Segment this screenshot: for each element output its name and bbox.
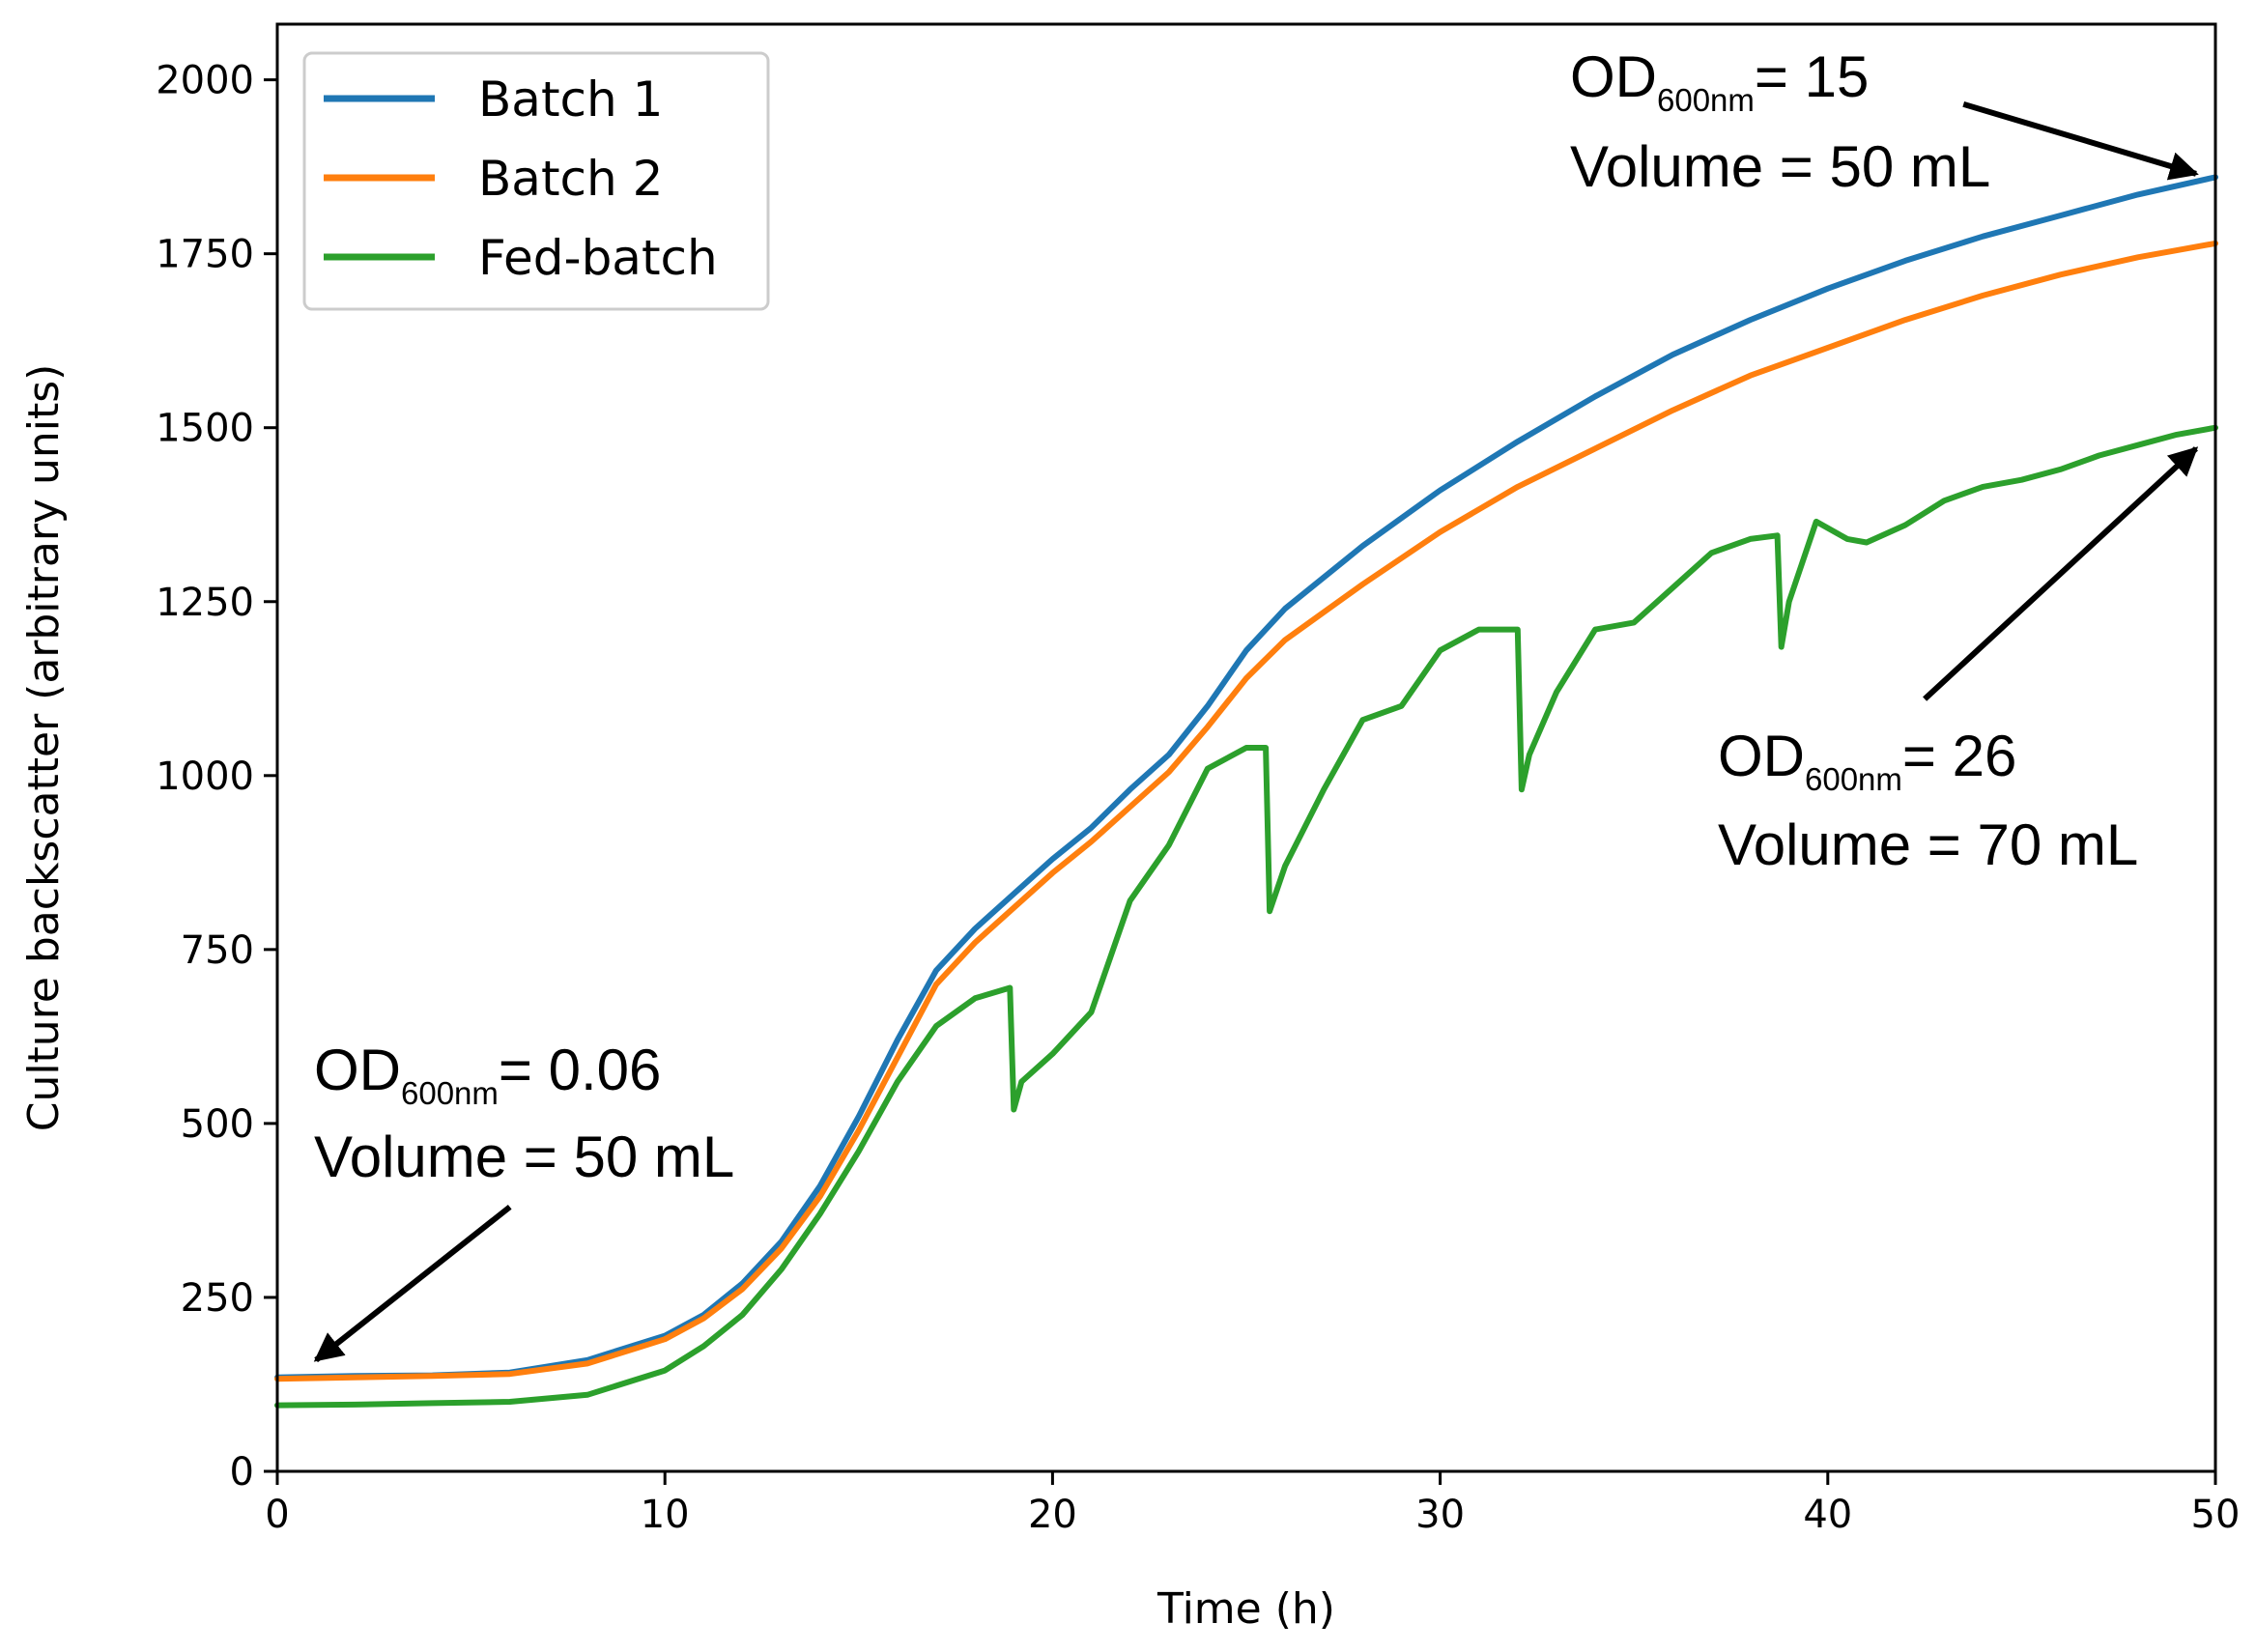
series-line-batch-1 bbox=[274, 174, 2218, 1381]
y-tick-label: 2000 bbox=[156, 59, 254, 103]
annotation-batch-end-volume: Volume = 50 mL bbox=[1570, 134, 1990, 199]
annotation-fedbatch-end-volume: Volume = 70 mL bbox=[1718, 812, 2138, 877]
y-axis-ticks: 0 250 500 750 1000 1250 1500 1750 2000 bbox=[156, 59, 277, 1495]
x-tick-label: 20 bbox=[1028, 1493, 1077, 1537]
y-tick-label: 1750 bbox=[156, 233, 254, 277]
y-tick-label: 250 bbox=[181, 1276, 254, 1321]
series-layer bbox=[274, 174, 2218, 1409]
x-tick-label: 50 bbox=[2191, 1493, 2241, 1537]
y-axis-label: Culture backscatter (arbitrary units) bbox=[19, 364, 69, 1132]
annotation-arrow-3 bbox=[1923, 446, 2199, 701]
y-tick-label: 1000 bbox=[156, 755, 254, 799]
plot-frame bbox=[275, 22, 2217, 1473]
axes: 0 10 20 30 40 50 0 250 500 750 1000 1250 1500 1750 20… bbox=[19, 22, 2240, 1634]
x-tick-label: 0 bbox=[265, 1493, 289, 1537]
y-tick-label: 750 bbox=[181, 928, 254, 973]
annotation-batch-end-od: OD600nm= 15 bbox=[1570, 44, 1869, 118]
legend-label-batch-2: Batch 2 bbox=[478, 151, 663, 207]
x-axis-label: Time (h) bbox=[1157, 1584, 1335, 1634]
legend-label-fed-batch: Fed-batch bbox=[478, 230, 718, 286]
annotation-start-volume: Volume = 50 mL bbox=[314, 1125, 734, 1189]
annotation-fedbatch-end-od: OD600nm= 26 bbox=[1718, 724, 2016, 797]
x-tick-label: 40 bbox=[1803, 1493, 1852, 1537]
annotation-layer bbox=[313, 100, 2199, 1363]
series-line-batch-2 bbox=[274, 240, 2218, 1382]
annotation-texts: OD600nm= 0.06 Volume = 50 mL OD600nm= 15… bbox=[314, 44, 2138, 1189]
x-tick-label: 10 bbox=[641, 1493, 690, 1537]
y-tick-label: 1250 bbox=[156, 581, 254, 625]
x-tick-label: 30 bbox=[1415, 1493, 1465, 1537]
y-tick-label: 1500 bbox=[156, 407, 254, 451]
y-tick-label: 0 bbox=[230, 1450, 254, 1495]
legend-box bbox=[302, 51, 770, 311]
series-line-fed-batch bbox=[274, 424, 2218, 1409]
annotation-arrow-1 bbox=[313, 1204, 512, 1363]
y-tick-label: 500 bbox=[181, 1102, 254, 1147]
annotation-arrow-2 bbox=[1962, 100, 2199, 181]
x-axis-ticks: 0 10 20 30 40 50 bbox=[265, 1471, 2240, 1537]
annotation-start-od: OD600nm= 0.06 bbox=[314, 1038, 661, 1111]
legend-label-batch-1: Batch 1 bbox=[478, 71, 663, 128]
legend: Batch 1 Batch 2 Fed-batch bbox=[302, 51, 770, 311]
